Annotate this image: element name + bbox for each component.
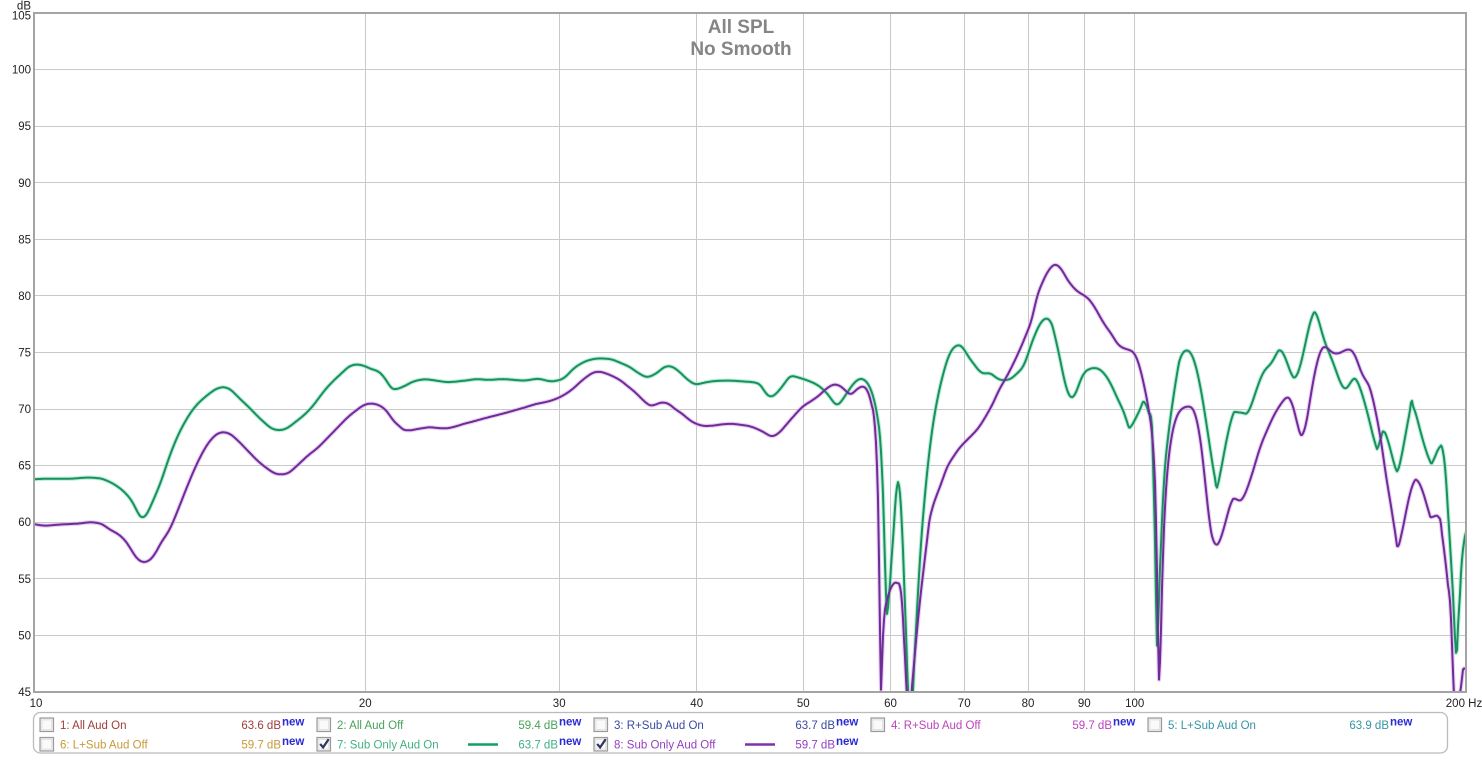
- svg-text:63.7 dB: 63.7 dB: [795, 720, 835, 732]
- svg-text:10: 10: [30, 698, 43, 710]
- svg-text:100: 100: [12, 65, 31, 77]
- svg-text:new: new: [282, 717, 304, 729]
- svg-text:59.7 dB: 59.7 dB: [795, 740, 835, 752]
- svg-text:5: L+Sub Aud On: 5: L+Sub Aud On: [1168, 720, 1256, 732]
- svg-text:90: 90: [1078, 698, 1091, 710]
- svg-text:new: new: [559, 717, 581, 729]
- svg-text:6: L+Sub Aud Off: 6: L+Sub Aud Off: [60, 740, 149, 752]
- svg-text:8: Sub Only Aud Off: 8: Sub Only Aud Off: [614, 740, 716, 752]
- svg-text:65: 65: [18, 461, 31, 473]
- svg-text:60: 60: [884, 698, 897, 710]
- svg-text:45: 45: [18, 687, 31, 699]
- svg-text:new: new: [1113, 717, 1135, 729]
- svg-text:new: new: [836, 717, 858, 729]
- svg-text:63.7 dB: 63.7 dB: [518, 740, 558, 752]
- svg-text:100: 100: [1125, 698, 1144, 710]
- svg-text:95: 95: [18, 121, 31, 133]
- svg-text:60: 60: [18, 517, 31, 529]
- svg-text:new: new: [836, 736, 858, 748]
- svg-text:200 Hz: 200 Hz: [1446, 698, 1482, 710]
- svg-text:7: Sub Only Aud On: 7: Sub Only Aud On: [337, 740, 439, 752]
- svg-text:2: All Aud Off: 2: All Aud Off: [337, 720, 404, 732]
- svg-text:new: new: [1390, 717, 1412, 729]
- svg-text:new: new: [559, 736, 581, 748]
- svg-text:4: R+Sub Aud Off: 4: R+Sub Aud Off: [891, 720, 981, 732]
- svg-text:dB: dB: [17, 1, 31, 13]
- svg-text:63.9 dB: 63.9 dB: [1349, 720, 1389, 732]
- svg-text:50: 50: [797, 698, 810, 710]
- svg-text:90: 90: [18, 178, 31, 190]
- svg-text:80: 80: [1022, 698, 1035, 710]
- svg-text:1: All Aud On: 1: All Aud On: [60, 720, 127, 732]
- svg-text:No Smooth: No Smooth: [690, 39, 791, 60]
- svg-text:105: 105: [12, 11, 31, 23]
- svg-text:3: R+Sub Aud On: 3: R+Sub Aud On: [614, 720, 704, 732]
- svg-text:63.6 dB: 63.6 dB: [241, 720, 281, 732]
- svg-text:70: 70: [18, 404, 31, 416]
- svg-text:All SPL: All SPL: [708, 17, 775, 38]
- svg-text:new: new: [282, 736, 304, 748]
- svg-text:55: 55: [18, 574, 31, 586]
- svg-text:59.7 dB: 59.7 dB: [1072, 720, 1112, 732]
- svg-text:20: 20: [359, 698, 372, 710]
- svg-text:59.4 dB: 59.4 dB: [518, 720, 558, 732]
- svg-text:85: 85: [18, 234, 31, 246]
- svg-text:40: 40: [690, 698, 703, 710]
- svg-text:30: 30: [553, 698, 566, 710]
- svg-text:59.7 dB: 59.7 dB: [241, 740, 281, 752]
- svg-text:70: 70: [958, 698, 971, 710]
- svg-text:75: 75: [18, 348, 31, 360]
- svg-text:50: 50: [18, 630, 31, 642]
- svg-text:80: 80: [18, 291, 31, 303]
